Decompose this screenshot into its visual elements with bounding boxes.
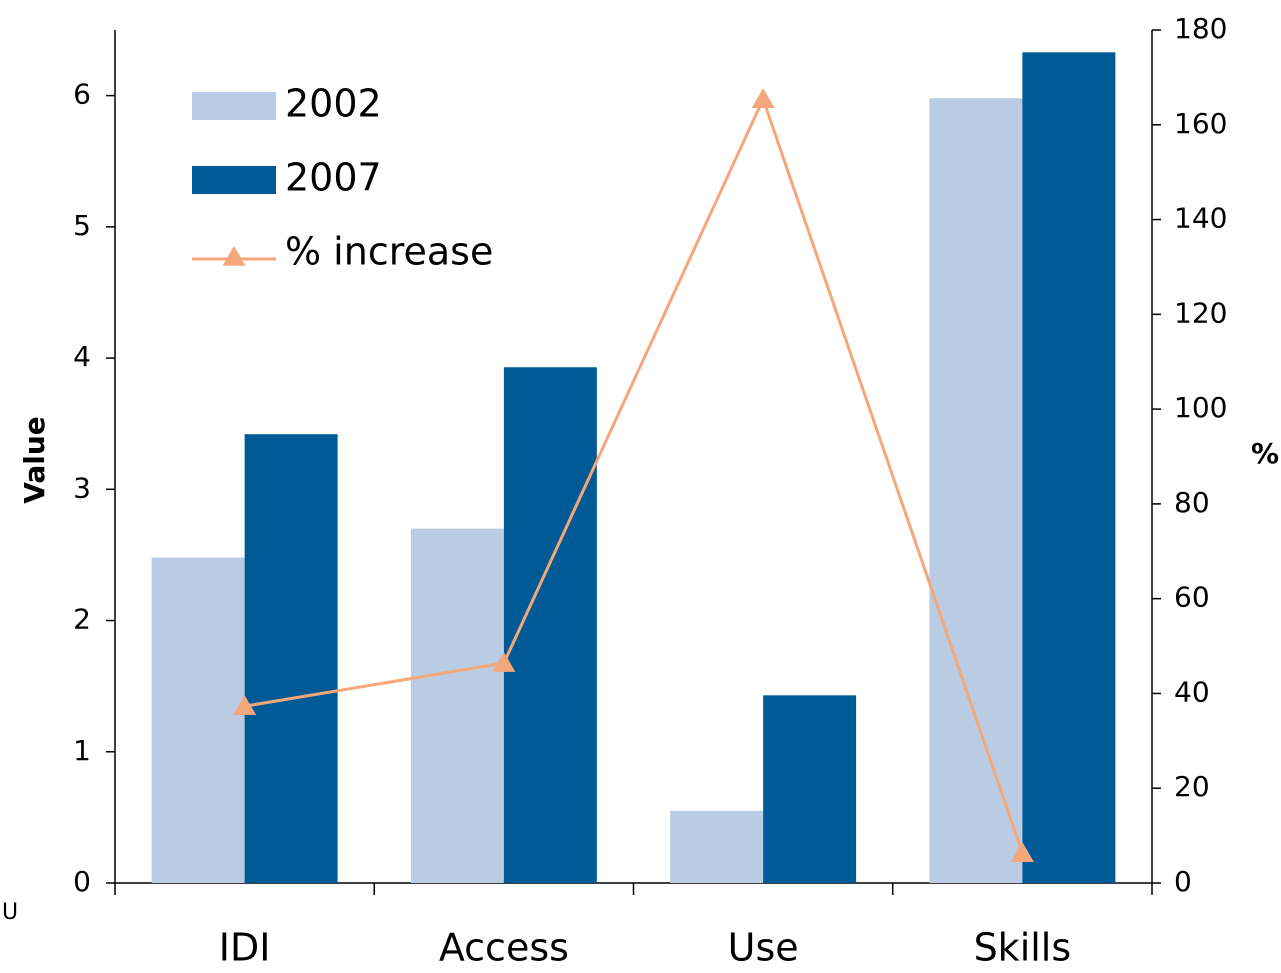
legend-label: 2002 — [285, 82, 382, 126]
y2-tick-label: 180 — [1174, 12, 1227, 45]
y-tick-label: 0 — [73, 865, 91, 898]
y2-tick-label: 0 — [1174, 865, 1192, 898]
y2-tick-label: 20 — [1174, 770, 1210, 803]
legend-swatch — [192, 92, 276, 120]
bar — [929, 98, 1023, 884]
legend-marker — [222, 246, 246, 266]
annotation: U — [2, 900, 18, 925]
legend-swatch — [192, 166, 276, 194]
y-tick-label: 6 — [73, 78, 91, 111]
bar — [151, 557, 245, 883]
bar — [410, 528, 504, 883]
legend-label: 2007 — [285, 156, 382, 200]
line-marker — [1010, 842, 1034, 862]
line-marker — [751, 88, 775, 108]
y2-tick-label: 100 — [1174, 391, 1227, 424]
y-tick-label: 5 — [73, 209, 91, 242]
y2-tick-label: 120 — [1174, 296, 1227, 329]
bar — [1022, 52, 1116, 884]
y2-tick-label: 160 — [1174, 107, 1227, 140]
y-axis-label: Value — [18, 416, 51, 504]
y-tick-label: 2 — [73, 603, 91, 636]
y-tick-label: 4 — [73, 340, 91, 373]
bar — [244, 434, 338, 883]
line — [244, 95, 1024, 854]
y2-tick-label: 80 — [1174, 486, 1210, 519]
x-tick-label: Access — [439, 926, 569, 970]
x-tick-label: IDI — [219, 926, 271, 970]
y-tick-label: 1 — [73, 734, 91, 767]
y2-axis-label: % — [1251, 437, 1279, 470]
x-tick-label: Skills — [974, 926, 1072, 970]
line-marker — [492, 652, 516, 672]
x-tick-label: Use — [728, 926, 799, 970]
y2-tick-label: 60 — [1174, 581, 1210, 614]
legend-label: % increase — [285, 230, 493, 274]
y2-tick-label: 140 — [1174, 202, 1227, 235]
bar — [670, 810, 764, 883]
bar — [763, 695, 857, 883]
y-tick-label: 3 — [73, 471, 91, 504]
bar — [503, 367, 597, 884]
y2-tick-label: 40 — [1174, 675, 1210, 708]
line-marker — [233, 695, 257, 716]
